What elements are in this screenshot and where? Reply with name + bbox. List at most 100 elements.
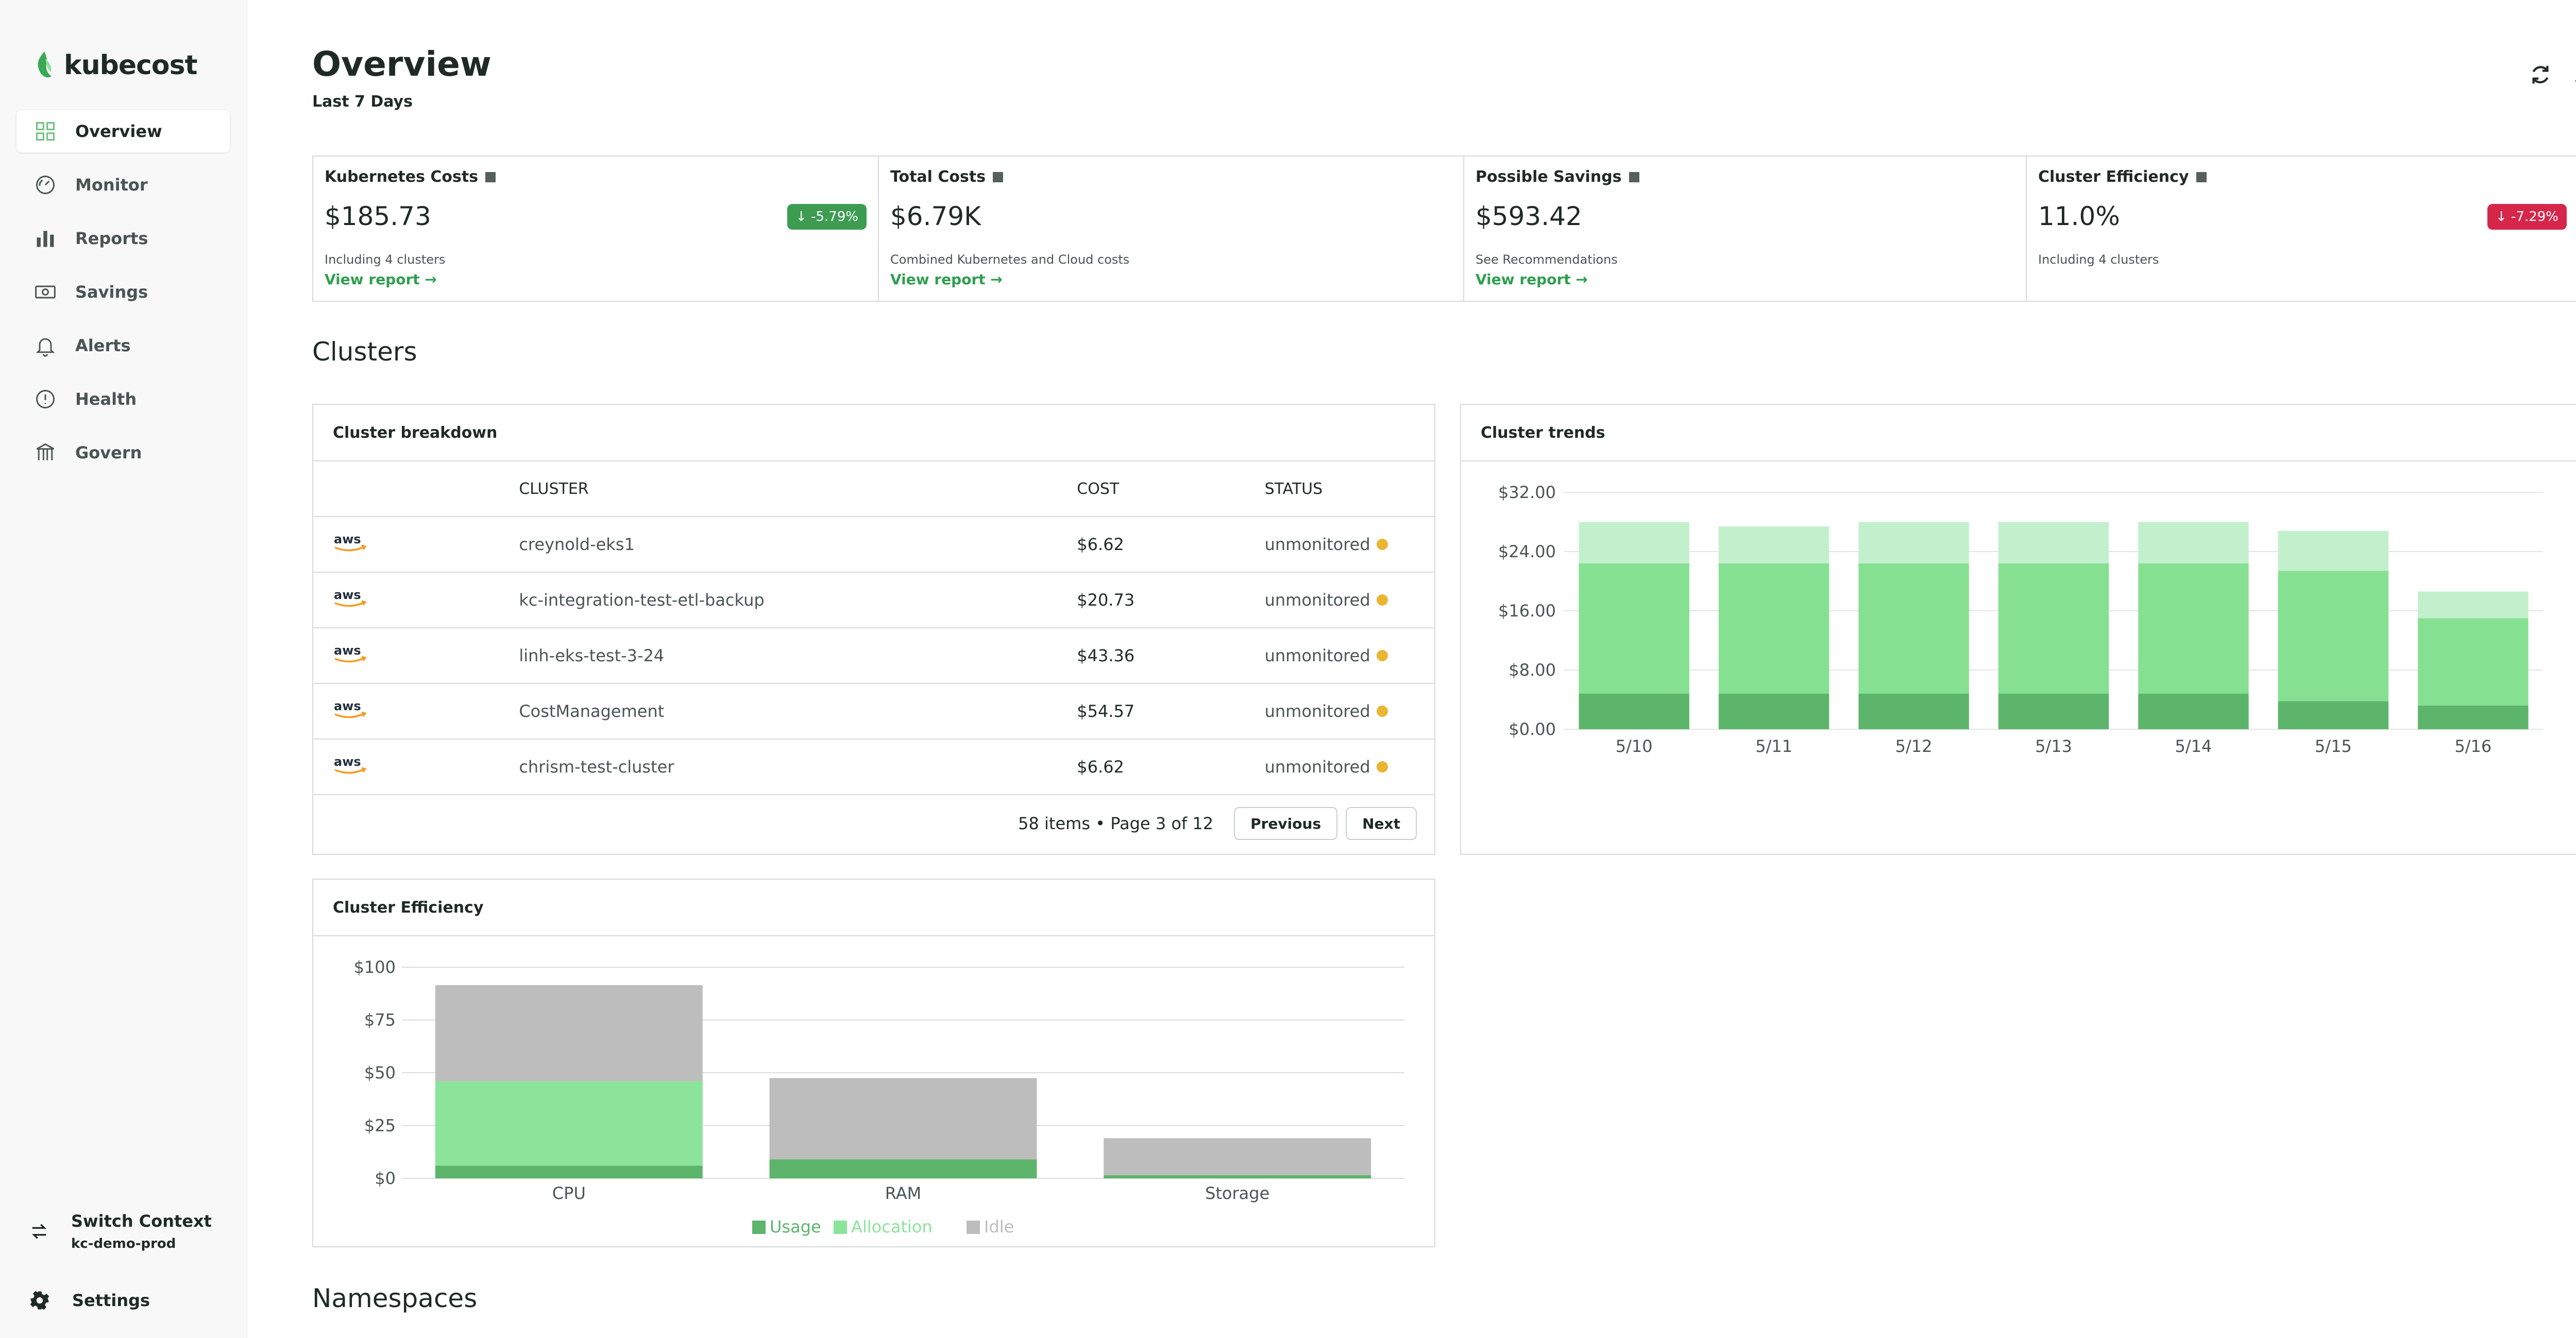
info-icon[interactable] bbox=[993, 171, 1004, 182]
x-tick-label: 5/11 bbox=[1755, 736, 1792, 756]
trend-bar-segment bbox=[1579, 563, 1689, 694]
status-text: unmonitored bbox=[1264, 535, 1370, 554]
cluster-trends-panel: Cluster trends $0.00 $8.00 $16.00 $24.00 $32… bbox=[1460, 404, 2576, 855]
trend-bar-segment bbox=[1718, 694, 1829, 729]
trend-bar-segment bbox=[1718, 563, 1829, 694]
table-row[interactable]: aws linh-eks-test-3-24 $43.36 unmonitored bbox=[313, 628, 1434, 684]
sidebar-item-overview[interactable]: Overview bbox=[16, 110, 230, 152]
panel-title: Cluster breakdown bbox=[313, 405, 1434, 461]
info-icon[interactable] bbox=[485, 171, 496, 182]
cluster-name[interactable]: creynold-eks1 bbox=[519, 535, 635, 554]
cluster-name[interactable]: chrism-test-cluster bbox=[519, 757, 674, 777]
sidebar-item-savings[interactable]: Savings bbox=[16, 271, 230, 313]
bar-chart-icon bbox=[37, 231, 54, 247]
status-dot-icon bbox=[1376, 706, 1388, 717]
card-title: Possible Savings bbox=[1476, 168, 1622, 186]
table-row[interactable]: aws CostManagement $54.57 unmonitored bbox=[313, 684, 1434, 740]
cluster-efficiency-card: Cluster Efficiency 11.0% ↓ -7.29% Includi… bbox=[2027, 157, 2576, 301]
column-header-cost[interactable]: COST bbox=[1077, 479, 1120, 498]
card-value: $185.73 bbox=[325, 201, 431, 231]
summary-cards: Kubernetes Costs $185.73 ↓ -5.79% Includi… bbox=[312, 156, 2576, 302]
trend-bar-segment bbox=[2278, 571, 2389, 701]
sidebar-item-label: Alerts bbox=[75, 336, 131, 355]
switch-context[interactable]: Switch Context kc-demo-prod bbox=[29, 1211, 212, 1251]
sidebar-item-health[interactable]: Health bbox=[16, 378, 230, 420]
y-tick-label: $8.00 bbox=[1509, 660, 1556, 680]
next-page-button[interactable]: Next bbox=[1346, 807, 1417, 840]
sidebar-item-label: Monitor bbox=[75, 175, 148, 195]
svg-text:aws: aws bbox=[334, 532, 361, 546]
view-report-link[interactable]: View report → bbox=[890, 271, 1003, 288]
trend-bar-segment bbox=[1718, 526, 1829, 563]
status-text: unmonitored bbox=[1264, 646, 1370, 665]
column-header-status[interactable]: STATUS bbox=[1264, 479, 1323, 498]
efficiency-bar-segment bbox=[435, 985, 703, 1082]
svg-text:aws: aws bbox=[334, 754, 361, 769]
svg-text:aws: aws bbox=[334, 588, 361, 602]
trend-bar-segment bbox=[2278, 530, 2389, 571]
legend-swatch bbox=[752, 1221, 766, 1234]
x-tick-label: 5/16 bbox=[2454, 736, 2492, 756]
sidebar-item-label: Savings bbox=[75, 282, 148, 302]
cluster-cost: $43.36 bbox=[1077, 646, 1135, 665]
cluster-name[interactable]: kc-integration-test-etl-backup bbox=[519, 590, 765, 610]
status-dot-icon bbox=[1376, 650, 1388, 661]
aws-logo-icon: aws bbox=[313, 587, 519, 613]
sidebar-item-label: Reports bbox=[75, 229, 148, 248]
pagination: 58 items • Page 3 of 12 Previous Next bbox=[313, 795, 1434, 852]
previous-page-button[interactable]: Previous bbox=[1234, 807, 1338, 840]
sidebar-item-label: Govern bbox=[75, 443, 142, 462]
card-note: Including 4 clusters bbox=[325, 252, 446, 267]
info-icon[interactable] bbox=[1629, 171, 1639, 182]
possible-savings-card: Possible Savings $593.42 See Recommendat… bbox=[1464, 157, 2027, 301]
cluster-name[interactable]: CostManagement bbox=[519, 701, 665, 721]
sidebar-item-monitor[interactable]: Monitor bbox=[16, 164, 230, 206]
trend-bar-segment bbox=[1858, 694, 1969, 729]
settings-link[interactable]: Settings bbox=[29, 1290, 150, 1311]
x-tick-label: CPU bbox=[552, 1183, 586, 1203]
table-row[interactable]: aws kc-integration-test-etl-backup $20.73 u… bbox=[313, 573, 1434, 628]
trend-bar-segment bbox=[2138, 563, 2249, 694]
cluster-cost: $6.62 bbox=[1077, 757, 1124, 777]
refresh-icon[interactable] bbox=[2529, 63, 2552, 87]
info-icon[interactable] bbox=[2196, 171, 2207, 182]
trend-bar-segment bbox=[1998, 694, 2109, 729]
cluster-breakdown-panel: Cluster breakdown CLUSTER COST STATUS aw… bbox=[312, 404, 1435, 855]
arrow-down-icon: ↓ bbox=[795, 209, 807, 225]
brand-logo[interactable]: kubecost bbox=[33, 49, 197, 81]
delta-value: -7.29% bbox=[2511, 209, 2558, 225]
sidebar-item-alerts[interactable]: Alerts bbox=[16, 324, 230, 367]
table-header: CLUSTER COST STATUS bbox=[313, 461, 1434, 517]
sidebar-item-reports[interactable]: Reports bbox=[16, 217, 230, 260]
cluster-cost: $20.73 bbox=[1077, 590, 1135, 610]
pagination-info: 58 items • Page 3 of 12 bbox=[1018, 814, 1214, 833]
legend-swatch bbox=[967, 1221, 980, 1234]
status-text: unmonitored bbox=[1264, 757, 1370, 777]
view-report-link[interactable]: View report → bbox=[1476, 271, 1588, 288]
column-header-cluster[interactable]: CLUSTER bbox=[519, 479, 589, 498]
sidebar-item-govern[interactable]: Govern bbox=[16, 432, 230, 474]
bell-icon bbox=[2574, 80, 2576, 82]
namespaces-section-title: Namespaces bbox=[312, 1283, 478, 1313]
kubernetes-costs-card: Kubernetes Costs $185.73 ↓ -5.79% Includi… bbox=[313, 157, 879, 301]
y-tick-label: $0 bbox=[375, 1169, 396, 1188]
cluster-name[interactable]: linh-eks-test-3-24 bbox=[519, 646, 665, 665]
notifications-button[interactable]: 2 bbox=[2573, 62, 2576, 88]
card-title: Kubernetes Costs bbox=[325, 168, 479, 186]
delta-badge: ↓ -7.29% bbox=[2487, 204, 2567, 230]
y-tick-label: $50 bbox=[364, 1063, 396, 1083]
card-title: Cluster Efficiency bbox=[2038, 168, 2189, 186]
brand-name: kubecost bbox=[64, 50, 197, 81]
view-report-link[interactable]: View report → bbox=[325, 271, 437, 288]
trend-bar-segment bbox=[1858, 522, 1969, 563]
legend-label: Usage bbox=[770, 1217, 821, 1237]
x-tick-label: 5/13 bbox=[2035, 736, 2072, 756]
y-tick-label: $100 bbox=[354, 957, 396, 977]
date-range[interactable]: Last 7 Days bbox=[312, 93, 413, 111]
trend-bar-segment bbox=[1998, 522, 2109, 563]
x-tick-label: 5/12 bbox=[1895, 736, 1933, 756]
table-row[interactable]: aws chrism-test-cluster $6.62 unmonitored bbox=[313, 740, 1434, 795]
y-tick-label: $25 bbox=[364, 1116, 396, 1136]
cluster-cost: $54.57 bbox=[1077, 701, 1135, 721]
table-row[interactable]: aws creynold-eks1 $6.62 unmonitored bbox=[313, 517, 1434, 573]
